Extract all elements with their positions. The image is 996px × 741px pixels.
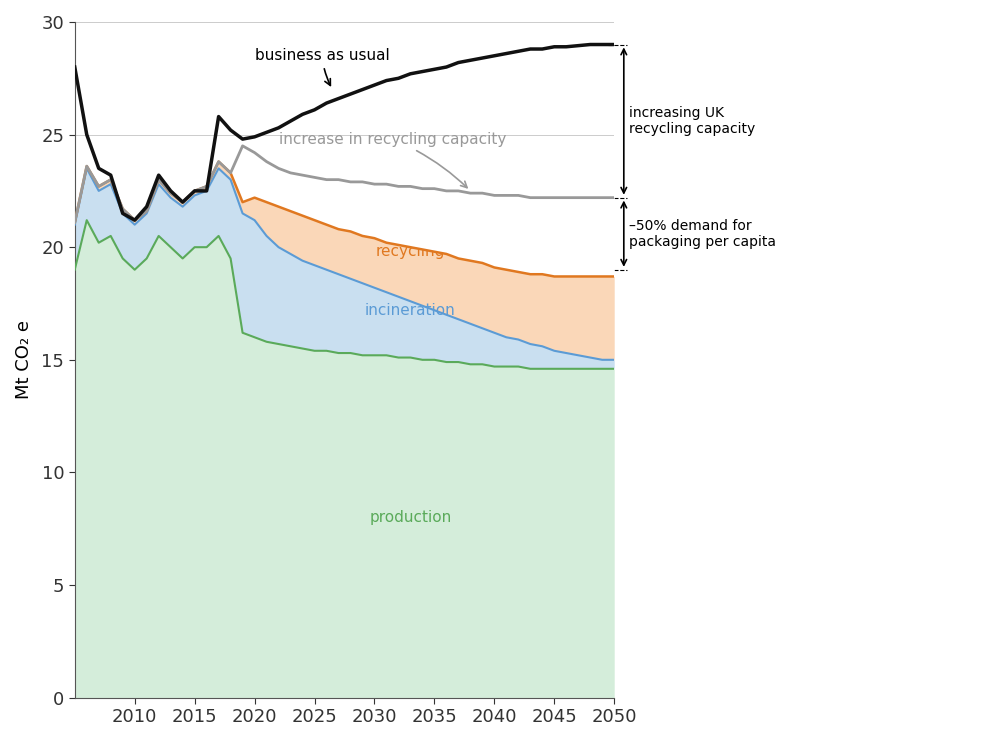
Text: increase in recycling capacity: increase in recycling capacity [279,132,506,187]
Text: landfill: landfill [361,206,412,221]
Text: –50% demand for
packaging per capita: –50% demand for packaging per capita [628,219,776,249]
Text: recycling: recycling [375,245,445,259]
Text: production: production [370,510,451,525]
Text: increasing UK
recycling capacity: increasing UK recycling capacity [628,106,755,136]
Text: business as usual: business as usual [255,48,389,85]
Y-axis label: Mt CO₂ e: Mt CO₂ e [15,320,33,399]
Text: incineration: incineration [366,303,456,318]
